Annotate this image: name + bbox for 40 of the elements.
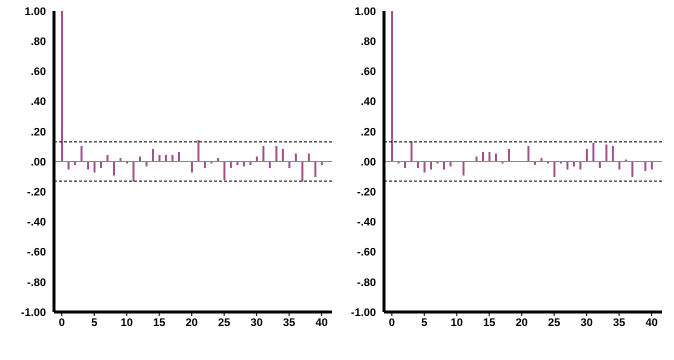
x-tick-label: 25	[218, 316, 230, 329]
y-tick-label: 1.00	[24, 6, 46, 18]
x-tick-label: 10	[450, 316, 463, 329]
x-tick-label: 20	[516, 316, 528, 329]
x-tick-label: 40	[645, 316, 658, 329]
x-tick-label: 20	[186, 316, 198, 329]
x-tick-label: 30	[580, 316, 593, 329]
x-tick-label: 35	[613, 316, 626, 329]
y-tick-label: -.80	[27, 276, 46, 289]
x-tick-label: 40	[315, 316, 328, 329]
y-tick-label: .60	[360, 66, 376, 78]
y-tick-label: -1.00	[350, 306, 376, 319]
y-tick-label: .00	[30, 156, 46, 168]
y-tick-label: .80	[30, 36, 46, 48]
x-tick-label: 25	[548, 316, 560, 329]
y-tick-label: .60	[30, 66, 46, 78]
y-tick-label: -.60	[27, 246, 46, 259]
x-tick-label: 15	[483, 316, 496, 329]
y-tick-label: .20	[30, 126, 46, 138]
y-tick-label: 1.00	[354, 6, 376, 18]
x-tick-label: 5	[421, 316, 428, 329]
y-tick-label: -.40	[27, 216, 46, 229]
y-tick-label: .80	[360, 36, 376, 48]
y-tick-label: .40	[360, 96, 376, 108]
x-tick-label: 15	[153, 316, 166, 329]
y-tick-label: -.40	[357, 216, 376, 229]
y-tick-label: .40	[30, 96, 46, 108]
y-tick-label: -.80	[357, 276, 376, 289]
y-tick-label: -.20	[357, 186, 376, 199]
x-tick-label: 10	[120, 316, 133, 329]
y-tick-label: .00	[360, 156, 376, 168]
y-tick-label: -1.00	[20, 306, 46, 319]
x-tick-label: 0	[58, 316, 65, 329]
y-tick-label: -.20	[27, 186, 46, 199]
x-tick-label: 5	[91, 316, 98, 329]
y-tick-label: .20	[360, 126, 376, 138]
y-tick-label: -.60	[357, 246, 376, 259]
x-tick-label: 35	[283, 316, 296, 329]
x-tick-label: 0	[388, 316, 395, 329]
x-tick-label: 30	[250, 316, 263, 329]
